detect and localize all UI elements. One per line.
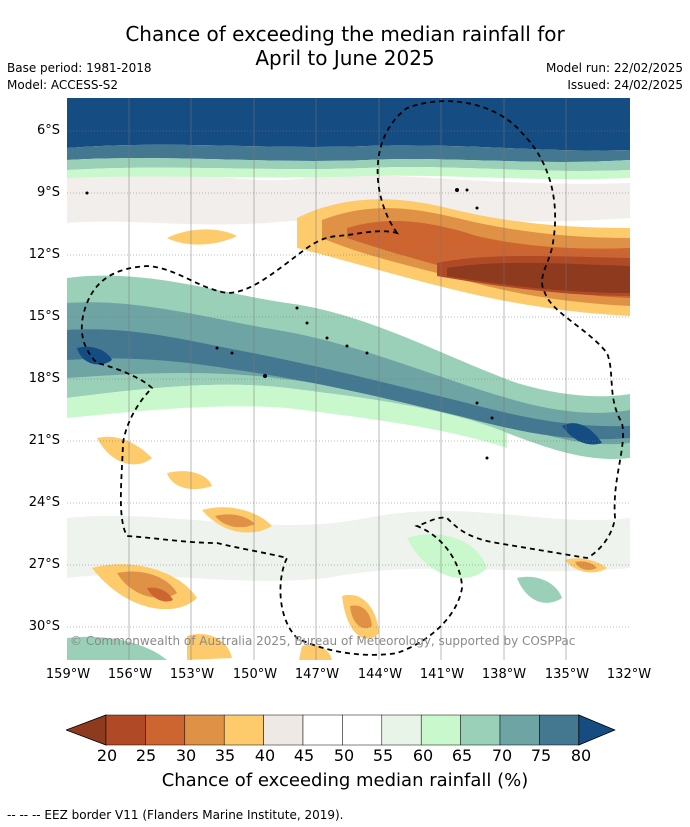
colorbar-tick-label: 60: [412, 746, 434, 765]
colorbar-tick-label: 25: [135, 746, 157, 765]
issued-label: Issued: 24/02/2025: [567, 78, 683, 92]
x-tick-label: 156°W: [107, 667, 153, 682]
x-tick-label: 144°W: [357, 667, 403, 682]
colorbar-tick-label: 45: [293, 746, 315, 765]
colorbar-tick-label: 80: [570, 746, 592, 765]
colorbar-tick-label: 20: [96, 746, 118, 765]
base-period-label: Base period: 1981-2018: [7, 61, 152, 75]
y-tick-label: 15°S: [28, 309, 60, 324]
x-tick-label: 132°W: [606, 667, 652, 682]
y-tick-label: 9°S: [36, 185, 60, 200]
y-tick-label: 30°S: [28, 619, 60, 634]
x-tick-label: 150°W: [232, 667, 278, 682]
title-line-2: April to June 2025: [255, 46, 435, 70]
map-svg: [67, 98, 630, 660]
colorbar-cell: [381, 714, 422, 746]
colorbar-tick-label: 65: [451, 746, 473, 765]
title-line-1: Chance of exceeding the median rainfall …: [125, 22, 565, 46]
colorbar-tick-label: 40: [254, 746, 276, 765]
x-tick-label: 159°W: [45, 667, 91, 682]
colorbar-extend-low: [66, 714, 107, 746]
x-tick-label: 135°W: [544, 667, 590, 682]
y-tick-label: 21°S: [28, 433, 60, 448]
model-run-label: Model run: 22/02/2025: [545, 61, 683, 75]
colorbar-cell: [105, 714, 146, 746]
colorbar-cell: [223, 714, 264, 746]
colorbar-tick-label: 70: [491, 746, 513, 765]
colorbar-cell: [342, 714, 383, 746]
colorbar-extend-high: [578, 714, 616, 746]
colorbar-cell: [499, 714, 540, 746]
colorbar-cell: [302, 714, 343, 746]
y-tick-label: 24°S: [28, 495, 60, 510]
meta-right: Model run: 22/02/2025 Issued: 24/02/2025: [546, 60, 683, 94]
colorbar-cell: [145, 714, 186, 746]
colorbar-title: Chance of exceeding median rainfall (%): [161, 770, 529, 791]
colorbar-tick-label: 35: [214, 746, 236, 765]
colorbar-cell: [184, 714, 225, 746]
meta-left: Base period: 1981-2018 Model: ACCESS-S2: [7, 60, 152, 94]
y-tick-label: 12°S: [28, 247, 60, 262]
colorbar-cell: [460, 714, 501, 746]
x-tick-label: 141°W: [419, 667, 465, 682]
chart-title: Chance of exceeding the median rainfall …: [0, 22, 690, 70]
colorbar-cell: [539, 714, 580, 746]
y-tick-label: 6°S: [36, 123, 60, 138]
colorbar-tick-label: 50: [333, 746, 355, 765]
rainfall-map: [67, 98, 630, 660]
x-tick-label: 147°W: [294, 667, 340, 682]
x-tick-label: 138°W: [481, 667, 527, 682]
colorbar: [66, 714, 616, 746]
colorbar-cell: [263, 714, 304, 746]
colorbar-tick-label: 55: [372, 746, 394, 765]
colorbar-cell: [420, 714, 461, 746]
y-tick-label: 18°S: [28, 371, 60, 386]
colorbar-tick-label: 30: [175, 746, 197, 765]
copyright-notice: © Commonwealth of Australia 2025, Bureau…: [70, 634, 576, 648]
y-tick-label: 27°S: [28, 557, 60, 572]
eez-legend-note: -- -- -- EEZ border V11 (Flanders Marine…: [7, 808, 344, 822]
model-label: Model: ACCESS-S2: [7, 78, 119, 92]
x-tick-label: 153°W: [169, 667, 215, 682]
colorbar-tick-label: 75: [530, 746, 552, 765]
